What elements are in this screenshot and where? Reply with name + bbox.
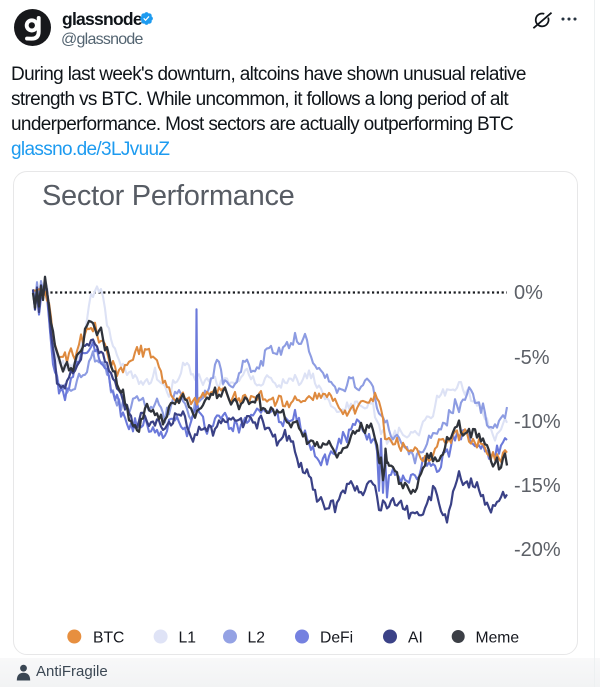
- svg-text:L1: L1: [179, 630, 196, 647]
- svg-text:0%: 0%: [514, 282, 543, 304]
- svg-text:L2: L2: [248, 630, 265, 647]
- svg-text:BTC: BTC: [93, 630, 124, 647]
- svg-text:-20%: -20%: [514, 539, 561, 561]
- svg-text:DeFi: DeFi: [320, 630, 353, 647]
- svg-text:Meme: Meme: [476, 630, 520, 647]
- svg-text:-5%: -5%: [514, 347, 550, 369]
- svg-text:-15%: -15%: [514, 475, 561, 497]
- svg-text:AI: AI: [408, 630, 423, 647]
- svg-text:-10%: -10%: [514, 411, 561, 433]
